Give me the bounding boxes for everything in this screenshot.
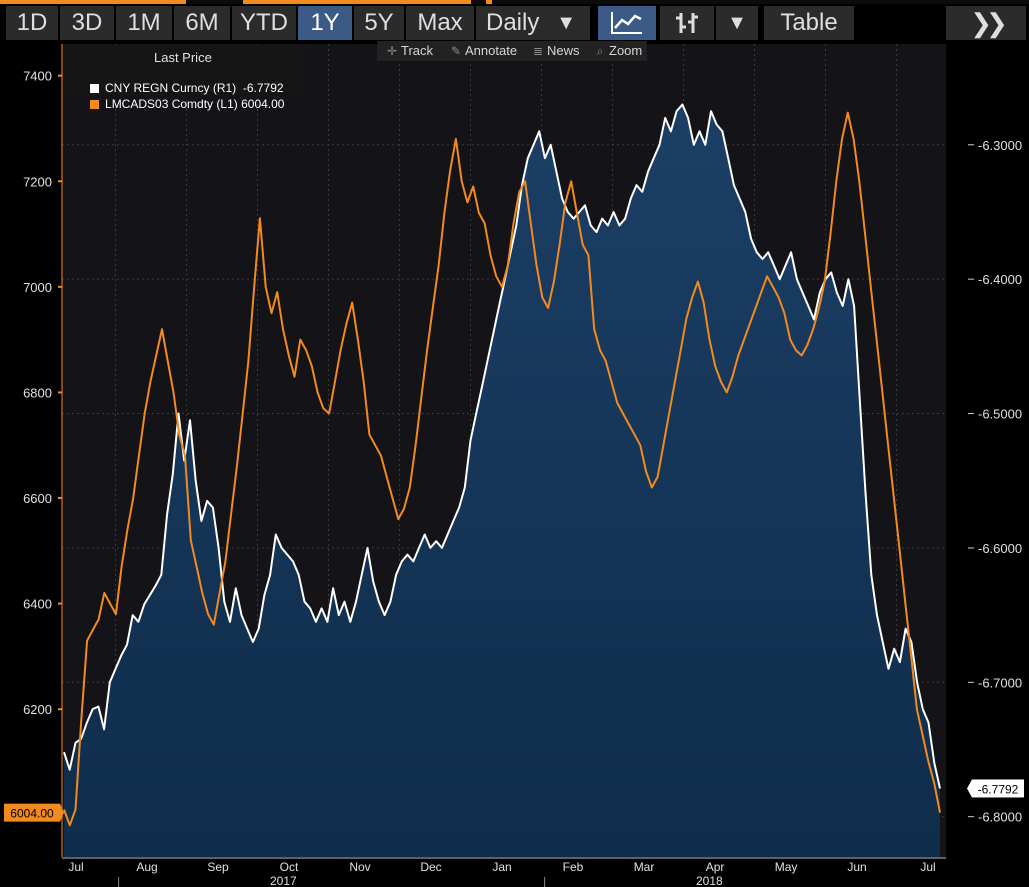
- legend-name-cny: CNY REGN Curncy: [105, 81, 210, 95]
- cny-area-layer: [64, 104, 940, 857]
- legend-value-cny: -6.7792: [242, 81, 284, 95]
- month-tick-label: Jun: [847, 860, 866, 874]
- range-3d-button[interactable]: 3D: [60, 6, 114, 40]
- month-tick-label: Jul: [920, 860, 935, 874]
- chart-type-dropdown[interactable]: ▼: [716, 6, 758, 40]
- legend-axis-copper: (L1): [216, 97, 238, 111]
- track-label: Track: [401, 43, 434, 58]
- line-chart-type-button[interactable]: [598, 6, 656, 40]
- chart-toolbar: 1D 3D 1M 6M YTD 1Y 5Y Max Daily ▼ ▼ Tabl…: [0, 4, 1029, 42]
- magnifier-icon: ⌕: [596, 44, 604, 58]
- double-chevron-right-icon: ❯❯: [970, 8, 1007, 38]
- range-6m-button[interactable]: 6M: [174, 6, 230, 40]
- crosshair-icon: ✛: [386, 44, 398, 58]
- bar-chart-type-button[interactable]: [660, 6, 714, 40]
- month-tick-label: May: [775, 860, 798, 874]
- month-tick-label: Apr: [706, 860, 725, 874]
- left-tick-label: 6600: [23, 491, 52, 506]
- cny-area-fill: [64, 104, 940, 857]
- cny-series-line: [63, 103, 941, 789]
- right-tick-label: -6.8000: [978, 810, 1022, 825]
- legend: Last Price CNY REGN Curncy (R1) -6.7792 …: [64, 45, 307, 111]
- price-chart[interactable]: 6200 6400 6600 6800 7000 7200 7400 -6.3000 -6.40…: [0, 42, 1029, 887]
- right-tick-label: -6.6000: [978, 541, 1022, 556]
- track-control[interactable]: ✛ Track: [383, 43, 433, 59]
- pencil-icon: ✎: [450, 44, 462, 58]
- left-last-value-box: [4, 803, 60, 822]
- news-label: News: [547, 43, 580, 58]
- year-label: 2018: [696, 874, 723, 887]
- range-max-button[interactable]: Max: [406, 6, 474, 40]
- month-tick-label: Oct: [280, 860, 299, 874]
- range-ytd-button[interactable]: YTD: [232, 6, 296, 40]
- legend-entry-cny: CNY REGN Curncy (R1) -6.7792: [70, 67, 284, 109]
- table-button[interactable]: Table: [764, 6, 854, 40]
- ohlc-bars-icon: [676, 13, 698, 33]
- series-lines: [63, 103, 941, 827]
- left-tick-label: 6800: [23, 385, 52, 400]
- month-tick-label: Mar: [634, 860, 655, 874]
- month-tick-label: Jul: [68, 860, 83, 874]
- line-chart-icon: [611, 12, 642, 34]
- annotate-control[interactable]: ✎ Annotate: [447, 43, 517, 59]
- chart-area[interactable]: 6200 6400 6600 6800 7000 7200 7400 -6.3000 -6.40…: [0, 41, 1029, 887]
- month-tick-label: Sep: [207, 860, 229, 874]
- month-tick-label: Dec: [420, 860, 441, 874]
- right-tick-label: -6.7000: [978, 675, 1022, 690]
- news-icon: ≣: [532, 44, 544, 58]
- left-last-value-label: 6004.00: [10, 807, 54, 821]
- range-1m-button[interactable]: 1M: [116, 6, 172, 40]
- legend-title: Last Price: [154, 50, 212, 65]
- right-tick-label: -6.5000: [978, 407, 1022, 422]
- right-tick-label: -6.3000: [978, 138, 1022, 153]
- left-tick-label: 6400: [23, 597, 52, 612]
- month-tick-label: Nov: [349, 860, 370, 874]
- chevron-down-icon: ▼: [727, 12, 747, 34]
- right-last-value-box: [972, 779, 1024, 798]
- axes: 6200 6400 6600 6800 7000 7200 7400 -6.3000 -6.40…: [4, 44, 1024, 887]
- left-tick-label: 7400: [23, 69, 52, 84]
- top-strip: [0, 0, 1029, 4]
- copper-series-line: [63, 111, 941, 827]
- right-last-value-label: -6.7792: [978, 782, 1019, 796]
- zoom-control[interactable]: ⌕ Zoom: [591, 43, 643, 59]
- chevron-down-icon: ▼: [556, 12, 576, 34]
- left-last-value-pointer: [60, 803, 64, 822]
- left-tick-label: 7000: [23, 280, 52, 295]
- chart-controls-bar: ✛ Track ✎ Annotate ≣ News ⌕ Zoom: [377, 41, 647, 61]
- month-tick-label: Aug: [136, 860, 157, 874]
- year-label: 2017: [270, 874, 297, 887]
- legend-axis-cny: (R1): [212, 81, 237, 95]
- news-control[interactable]: ≣ News: [529, 43, 580, 59]
- right-tick-label: -6.4000: [978, 272, 1022, 287]
- range-1d-button[interactable]: 1D: [6, 6, 58, 40]
- right-last-value-pointer: [967, 779, 972, 798]
- annotate-label: Annotate: [465, 43, 518, 58]
- left-tick-label: 6200: [23, 702, 52, 717]
- left-tick-label: 7200: [23, 174, 52, 189]
- zoom-label: Zoom: [609, 43, 643, 58]
- legend-swatch-cny: [90, 84, 100, 93]
- legend-value-copper: 6004.00: [241, 97, 285, 111]
- range-5y-button[interactable]: 5Y: [354, 6, 404, 40]
- frequency-dropdown[interactable]: Daily ▼: [476, 6, 590, 40]
- legend-swatch-copper: [90, 100, 100, 109]
- expand-panel-button[interactable]: ❯❯: [946, 6, 1026, 40]
- legend-entry-copper: LMCADS03 Comdty (L1) 6004.00: [70, 83, 284, 125]
- month-tick-label: Feb: [563, 860, 584, 874]
- frequency-label: Daily: [486, 9, 540, 36]
- legend-name-copper: LMCADS03 Comdty: [105, 97, 214, 111]
- month-tick-label: Jan: [492, 860, 511, 874]
- range-1y-button[interactable]: 1Y: [298, 6, 352, 40]
